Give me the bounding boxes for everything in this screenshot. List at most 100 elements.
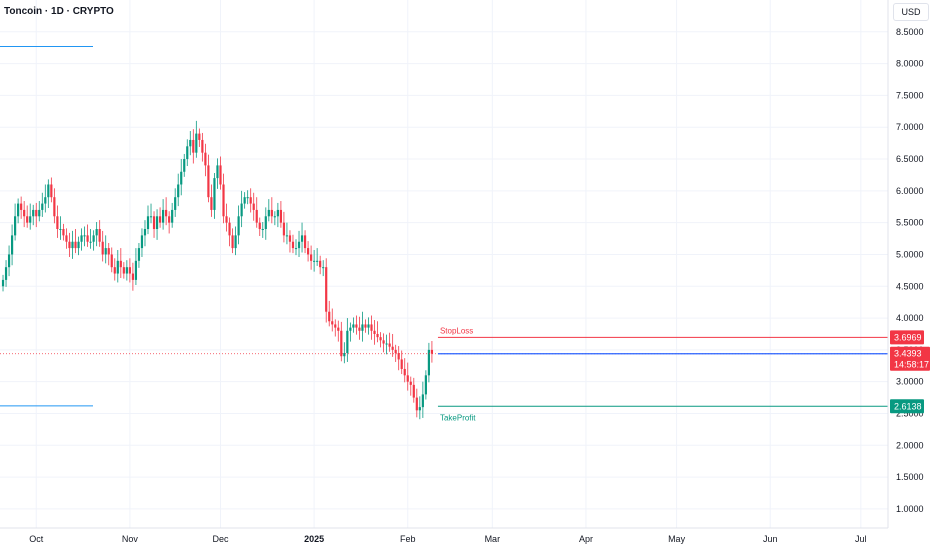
candle-body [325, 267, 328, 312]
candle [334, 319, 337, 337]
currency-button[interactable]: USD [893, 3, 929, 21]
candle-body [258, 222, 261, 230]
candle [403, 358, 406, 383]
candle-body [204, 152, 207, 166]
candle-body [243, 197, 246, 204]
candle-body [316, 260, 319, 262]
candle-body [98, 229, 101, 242]
candle [134, 248, 138, 285]
candle [355, 315, 358, 335]
candle [346, 318, 349, 362]
candle [319, 255, 322, 275]
candle-body [340, 330, 343, 357]
candle [282, 211, 286, 243]
candle [122, 262, 125, 279]
candle [98, 220, 101, 247]
candle-body [270, 209, 273, 217]
candle [310, 245, 313, 270]
candle [186, 139, 189, 167]
candle-body [47, 184, 50, 198]
candle-body [122, 267, 125, 274]
candle-body [225, 216, 228, 223]
y-tick-label: 6.0000 [896, 186, 924, 196]
candle [192, 129, 195, 164]
candle-body [71, 241, 74, 249]
candle [17, 198, 20, 224]
side-horizontal-lines [0, 45, 93, 407]
candle [131, 262, 134, 291]
candle-body [264, 216, 267, 230]
candle-body [322, 267, 325, 269]
candle-body [10, 235, 14, 255]
candle-body [373, 330, 376, 334]
candle [349, 322, 352, 342]
candle-body [291, 241, 295, 249]
candle [143, 220, 147, 247]
candle [116, 250, 119, 283]
candle-body [80, 235, 83, 242]
y-tick-label: 4.5000 [896, 281, 924, 291]
candle [418, 396, 421, 420]
candle [240, 190, 243, 228]
candle [267, 199, 270, 222]
candle [340, 321, 343, 362]
candle-body [119, 260, 122, 268]
candle-body [35, 209, 38, 217]
candle-body [29, 216, 32, 223]
candles [1, 120, 434, 420]
candle-body [400, 359, 403, 369]
candle [101, 230, 104, 262]
candle-body [276, 209, 279, 217]
candle [38, 201, 41, 222]
candle-body [177, 184, 180, 198]
candle [252, 192, 255, 221]
candle-body [44, 197, 47, 204]
candle [77, 236, 80, 256]
candle-body [303, 235, 307, 249]
y-tick-label: 5.5000 [896, 218, 924, 228]
y-tick-label: 4.0000 [896, 313, 924, 323]
candle-body [216, 165, 219, 179]
candle-body [171, 209, 174, 223]
candle-body [192, 139, 195, 153]
candle [234, 226, 237, 256]
candle-body [430, 349, 434, 354]
candle [80, 228, 83, 251]
candle-body [68, 241, 71, 249]
candle-body [195, 133, 198, 153]
candle [180, 159, 183, 196]
candle [343, 342, 346, 364]
candle [300, 222, 304, 253]
x-tick-label: Oct [29, 534, 44, 544]
candle [258, 217, 261, 237]
y-tick-label: 2.5000 [896, 408, 924, 418]
candle-body [213, 178, 216, 210]
candle [207, 154, 210, 203]
price-tag-takeprofit [890, 399, 924, 414]
candle [261, 222, 264, 238]
candle-body [137, 248, 141, 261]
candle [412, 377, 415, 403]
candle-body [183, 159, 186, 172]
candle-body [388, 343, 391, 347]
candle [367, 317, 370, 335]
candle [71, 230, 74, 259]
candle-body [149, 216, 153, 218]
candle-body [219, 165, 222, 185]
candle-body [331, 321, 334, 325]
candle [86, 224, 89, 247]
candle-body [7, 254, 11, 268]
candle [379, 332, 382, 348]
candle-body [20, 203, 23, 210]
x-tick-label: Jul [855, 534, 867, 544]
candle-body [300, 235, 304, 242]
candle-body [261, 229, 264, 231]
candle [376, 321, 379, 343]
candle [32, 204, 35, 226]
y-tick-label: 7.0000 [896, 122, 924, 132]
chart-title: Toncoin · 1D · CRYPTO [4, 6, 114, 17]
candle [400, 350, 403, 375]
candle-body [246, 197, 249, 199]
